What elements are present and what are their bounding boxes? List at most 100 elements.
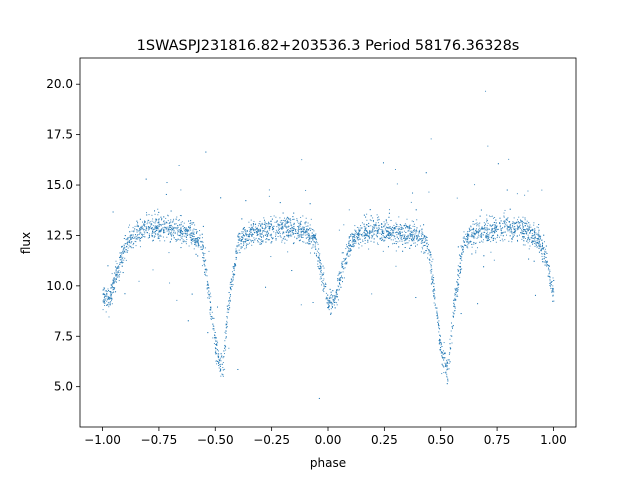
data-point [186, 228, 188, 230]
data-point [477, 236, 479, 238]
data-point [339, 280, 341, 282]
data-point [188, 230, 190, 232]
data-point [216, 344, 218, 346]
data-point [444, 352, 446, 354]
data-point [202, 241, 204, 243]
data-point [347, 250, 349, 252]
data-point [391, 232, 393, 234]
data-point [114, 266, 116, 268]
data-point [345, 257, 347, 259]
data-point [223, 356, 225, 358]
data-point [288, 234, 290, 236]
data-point [331, 306, 333, 308]
data-point [332, 290, 334, 292]
data-point [157, 237, 159, 239]
data-point [504, 239, 506, 241]
data-point [422, 248, 424, 250]
data-point [479, 215, 481, 217]
data-point [196, 241, 198, 243]
data-point [461, 259, 463, 261]
data-point [537, 233, 539, 235]
data-point [388, 226, 390, 228]
data-point [416, 237, 418, 239]
data-point [126, 251, 128, 253]
data-point [325, 296, 327, 298]
data-point [298, 231, 300, 233]
data-point [402, 250, 404, 252]
data-point [358, 230, 360, 232]
data-point [157, 208, 159, 210]
data-point [446, 364, 448, 366]
data-point [292, 233, 294, 235]
data-point [328, 307, 330, 309]
data-point [457, 288, 459, 290]
data-point [455, 289, 457, 291]
data-point [207, 297, 209, 299]
data-point [337, 285, 339, 287]
data-point [136, 234, 138, 236]
data-point [430, 283, 432, 285]
data-point [298, 226, 300, 228]
data-point [245, 245, 247, 247]
data-point [320, 271, 322, 273]
data-point [180, 224, 182, 226]
data-point [341, 262, 343, 264]
data-point [298, 236, 300, 238]
data-point [380, 228, 382, 230]
data-point [514, 230, 516, 232]
data-point [540, 246, 542, 248]
data-point [505, 222, 507, 224]
data-point [411, 239, 413, 241]
data-point [185, 228, 187, 230]
data-point [552, 287, 554, 289]
data-point [308, 240, 310, 242]
data-point [350, 249, 352, 251]
data-point [104, 299, 106, 301]
data-point [505, 218, 507, 220]
data-point [426, 243, 428, 245]
data-point [412, 237, 414, 239]
data-point [460, 258, 462, 260]
data-point [517, 225, 519, 227]
data-point [415, 297, 417, 299]
data-point [201, 241, 203, 243]
data-point [417, 240, 419, 242]
data-point [177, 234, 179, 236]
data-point [534, 230, 536, 232]
data-point [173, 230, 175, 232]
data-point [488, 215, 490, 217]
data-point [286, 234, 288, 236]
data-point [272, 227, 274, 229]
data-point [493, 230, 495, 232]
data-point [275, 216, 277, 218]
data-point [146, 232, 148, 234]
data-point [466, 241, 468, 243]
data-point [541, 258, 543, 260]
data-point [503, 215, 505, 217]
data-point [462, 249, 463, 251]
data-point [329, 302, 331, 304]
data-point [507, 226, 509, 228]
data-point [164, 221, 166, 223]
data-point [197, 242, 199, 244]
data-point [437, 316, 439, 318]
data-point [352, 236, 354, 238]
data-point [383, 240, 385, 242]
data-point [430, 256, 432, 258]
data-point [531, 232, 533, 234]
data-point [399, 224, 401, 226]
data-point [251, 226, 253, 228]
data-point [352, 243, 354, 245]
data-point [155, 233, 157, 235]
data-point [497, 228, 499, 230]
data-point [247, 236, 249, 238]
data-point [106, 300, 108, 302]
data-point [500, 234, 502, 236]
data-point [353, 233, 355, 235]
data-point [379, 232, 381, 234]
data-point [248, 235, 250, 237]
data-point [145, 226, 147, 228]
data-point [548, 273, 550, 275]
data-point [470, 226, 472, 228]
data-point [217, 306, 218, 308]
